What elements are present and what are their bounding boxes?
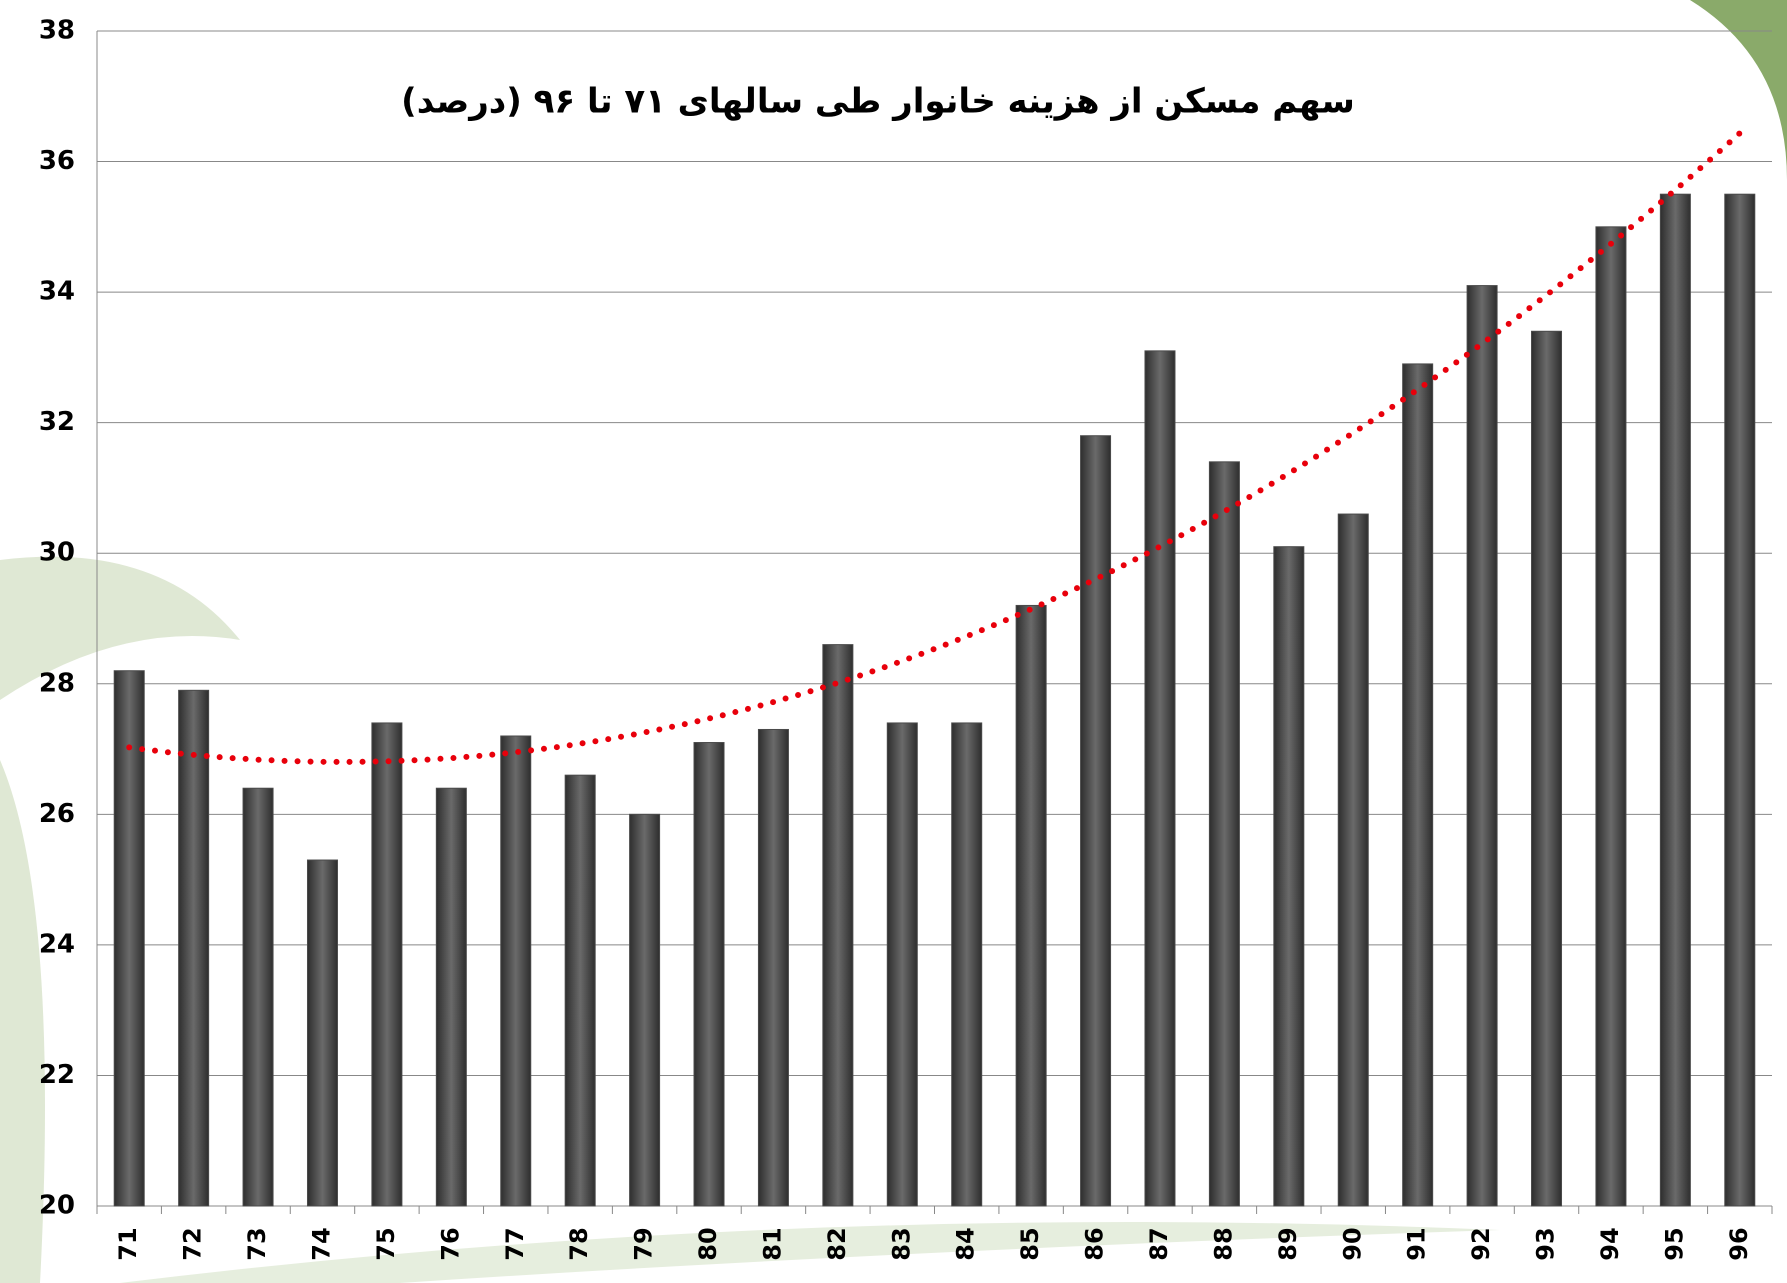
trendline xyxy=(126,130,1743,765)
bar xyxy=(822,644,854,1207)
x-tick-label: 85 xyxy=(1016,1227,1044,1260)
y-tick-label: 30 xyxy=(39,538,75,568)
y-tick-label: 32 xyxy=(39,407,75,437)
bar xyxy=(1273,546,1305,1207)
x-tick-label: 90 xyxy=(1338,1227,1366,1260)
y-tick-label: 26 xyxy=(39,799,75,829)
x-tick-label: 74 xyxy=(307,1227,335,1260)
y-tick-label: 34 xyxy=(39,277,75,307)
x-tick-label: 96 xyxy=(1725,1227,1753,1260)
chart-title: سهم مسکن از هزینه خانوار طی سالهای ۷۱ تا… xyxy=(401,82,1355,122)
x-tick-label: 86 xyxy=(1081,1227,1109,1260)
bar xyxy=(178,689,210,1207)
x-tick-label: 95 xyxy=(1660,1227,1688,1260)
bar xyxy=(951,722,983,1207)
x-tick-label: 83 xyxy=(887,1227,915,1260)
bar xyxy=(435,787,467,1207)
bar xyxy=(564,774,596,1207)
x-tick-label: 84 xyxy=(952,1227,980,1260)
y-tick-label: 38 xyxy=(39,16,75,46)
x-tick-label: 93 xyxy=(1532,1227,1560,1260)
decoration xyxy=(0,760,45,1283)
bar xyxy=(1402,363,1434,1207)
y-tick-label: 28 xyxy=(39,668,75,698)
y-tick-label: 24 xyxy=(39,929,75,959)
bar xyxy=(1724,193,1756,1207)
x-tick-label: 75 xyxy=(372,1227,400,1260)
x-tick-label: 89 xyxy=(1274,1227,1302,1260)
bar xyxy=(1337,513,1369,1207)
bar xyxy=(1466,285,1498,1207)
x-tick-label: 92 xyxy=(1467,1227,1495,1260)
bar xyxy=(1144,350,1176,1207)
x-tick-label: 82 xyxy=(823,1227,851,1260)
y-tick-label: 22 xyxy=(39,1060,75,1090)
x-tick-label: 72 xyxy=(179,1227,207,1260)
bar xyxy=(500,735,532,1207)
x-tick-label: 76 xyxy=(436,1227,464,1260)
decoration xyxy=(1690,0,1787,180)
y-tick-label: 20 xyxy=(39,1191,75,1221)
bar xyxy=(757,728,789,1207)
x-tick-label: 94 xyxy=(1596,1227,1624,1260)
bar xyxy=(1531,330,1563,1207)
x-tick-label: 73 xyxy=(243,1227,271,1260)
y-tick-label: 36 xyxy=(39,146,75,176)
bar xyxy=(629,813,661,1207)
bar xyxy=(113,670,145,1207)
bar xyxy=(1595,226,1627,1207)
bar xyxy=(1015,604,1047,1207)
decoration xyxy=(0,556,240,700)
x-tick-label: 81 xyxy=(758,1227,786,1260)
x-tick-label: 77 xyxy=(501,1227,529,1260)
decoration xyxy=(120,1222,1500,1283)
x-tick-label: 88 xyxy=(1209,1227,1237,1260)
bar xyxy=(371,722,403,1207)
x-tick-label: 79 xyxy=(630,1227,658,1260)
bar xyxy=(693,742,725,1207)
bar xyxy=(1208,461,1240,1207)
x-tick-label: 91 xyxy=(1403,1227,1431,1260)
x-tick-label: 87 xyxy=(1145,1227,1173,1260)
bar xyxy=(1659,193,1691,1207)
x-tick-label: 71 xyxy=(114,1227,142,1260)
bar xyxy=(242,787,274,1207)
x-tick-label: 80 xyxy=(694,1227,722,1260)
bar xyxy=(886,722,918,1207)
x-tick-label: 78 xyxy=(565,1227,593,1260)
bar xyxy=(1080,435,1112,1207)
bar xyxy=(306,859,338,1207)
